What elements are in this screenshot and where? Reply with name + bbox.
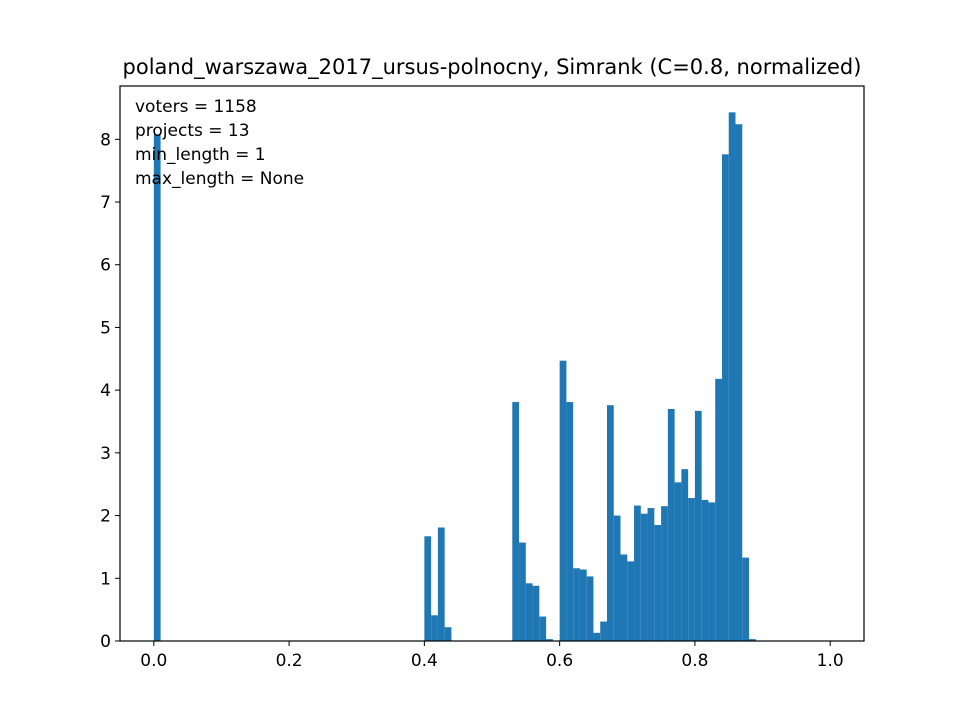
y-tick-label: 0 xyxy=(100,632,111,652)
histogram-bar xyxy=(634,505,641,641)
histogram-bar xyxy=(532,585,540,641)
y-tick-label: 1 xyxy=(100,569,111,589)
histogram-bar xyxy=(437,527,445,641)
histogram-bar xyxy=(721,154,729,642)
annotation-projects: projects = 13 xyxy=(135,121,250,141)
histogram-bars xyxy=(153,112,756,642)
histogram-bar xyxy=(593,632,601,641)
annotation-min-length: min_length = 1 xyxy=(135,145,266,165)
histogram-bar xyxy=(728,112,736,642)
histogram-bar xyxy=(681,469,689,641)
histogram-bar xyxy=(559,360,567,641)
histogram-bar xyxy=(539,616,547,641)
histogram-bar xyxy=(647,508,655,641)
y-tick-label: 5 xyxy=(100,318,111,338)
x-tick-label: 0.6 xyxy=(546,651,573,671)
annotation-max-length: max_length = None xyxy=(135,169,304,189)
histogram-bar xyxy=(715,378,722,641)
x-tick-label: 0.8 xyxy=(681,651,708,671)
histogram-bar xyxy=(566,402,574,641)
histogram-bar xyxy=(627,561,635,641)
histogram-bar xyxy=(674,482,682,641)
histogram-bar xyxy=(519,542,526,641)
histogram-bar xyxy=(431,615,438,641)
plot-frame xyxy=(119,85,865,642)
histogram-bar xyxy=(546,639,553,641)
histogram-bar xyxy=(606,405,614,641)
histogram-bar xyxy=(512,402,520,641)
histogram-bar xyxy=(640,513,648,641)
y-tick-label: 2 xyxy=(100,507,111,527)
histogram-bar xyxy=(620,554,628,641)
histogram-bar xyxy=(661,506,668,641)
x-tick-label: 1.0 xyxy=(817,651,844,671)
histogram-bar xyxy=(667,408,675,641)
y-tick-label: 4 xyxy=(100,381,111,401)
histogram-bar xyxy=(600,621,607,641)
stats-annotation: voters = 1158 projects = 13 min_length =… xyxy=(135,97,304,189)
histogram-bar xyxy=(579,569,587,641)
histogram-bar xyxy=(424,536,432,641)
histogram-bar xyxy=(742,557,750,641)
y-tick-label: 6 xyxy=(100,256,111,276)
histogram-bar xyxy=(735,124,743,641)
histogram-bar xyxy=(694,410,702,641)
x-axis-ticks: 0.0 0.2 0.4 0.6 0.8 1.0 xyxy=(140,641,844,671)
chart-title: poland_warszawa_2017_ursus-polnocny, Sim… xyxy=(123,55,862,80)
histogram-bar xyxy=(613,515,621,641)
histogram-bar xyxy=(586,576,594,641)
y-tick-label: 7 xyxy=(100,193,111,213)
annotation-voters: voters = 1158 xyxy=(135,97,257,117)
histogram-bar xyxy=(525,583,533,641)
x-tick-label: 0.4 xyxy=(411,651,438,671)
histogram-bar xyxy=(701,499,709,641)
histogram-bar xyxy=(688,498,695,641)
histogram-bar xyxy=(654,524,662,641)
histogram-bar xyxy=(708,502,716,641)
histogram-bar xyxy=(444,627,452,641)
y-tick-label: 3 xyxy=(100,444,111,464)
histogram-bar xyxy=(749,639,756,641)
histogram-bar xyxy=(153,134,161,642)
y-tick-label: 8 xyxy=(100,130,111,150)
x-tick-label: 0.0 xyxy=(140,651,167,671)
x-tick-label: 0.2 xyxy=(276,651,303,671)
histogram-bar xyxy=(573,568,580,641)
y-axis-ticks: 0 1 2 3 4 5 6 7 8 xyxy=(100,130,120,652)
